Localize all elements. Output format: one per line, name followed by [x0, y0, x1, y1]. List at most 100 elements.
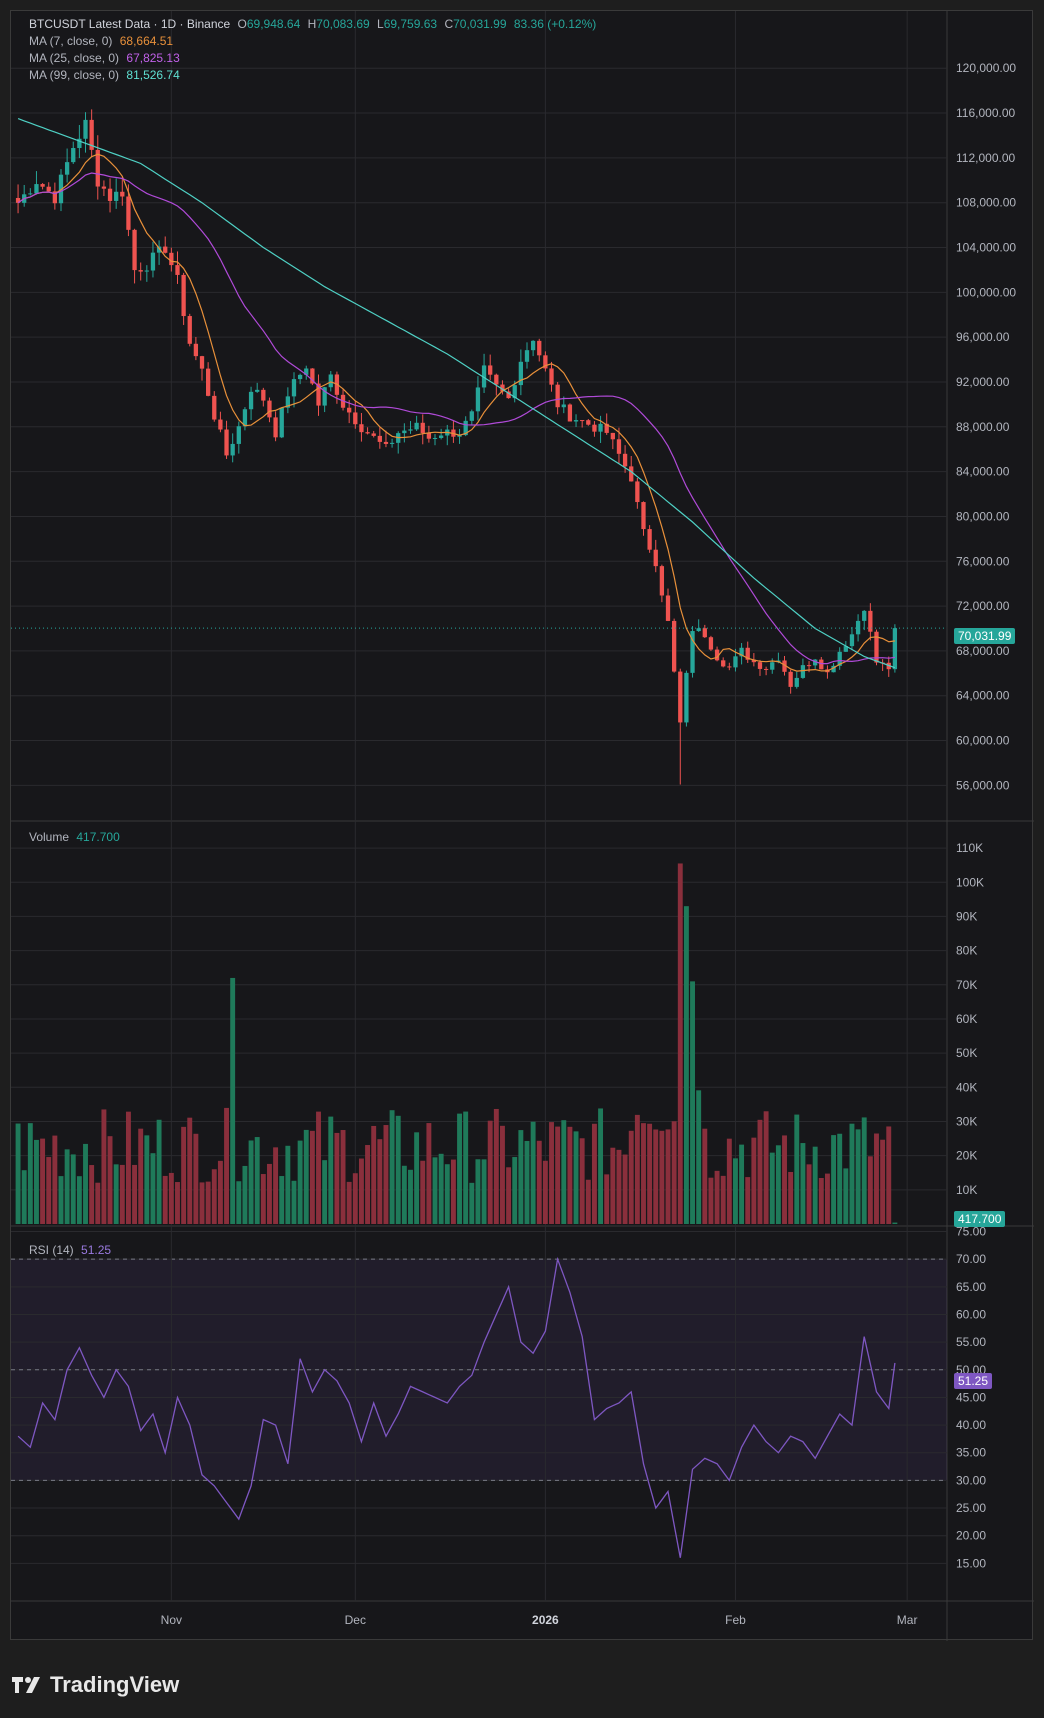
- time-tick-label: Dec: [345, 1613, 366, 1627]
- volume-bar: [156, 1119, 162, 1224]
- volume-bar: [426, 1123, 432, 1224]
- volume-bar: [892, 1222, 898, 1224]
- volume-bar: [450, 1159, 456, 1224]
- price-tick-label: 92,000.00: [956, 375, 1010, 389]
- candle-body: [89, 119, 94, 150]
- ohlc-legend: BTCUSDT Latest Data · 1D · Binance O69,9…: [29, 17, 600, 31]
- candle-body: [702, 628, 707, 638]
- price-tick-label: 64,000.00: [956, 689, 1010, 703]
- candle-body: [653, 549, 658, 567]
- volume-bar: [119, 1164, 125, 1224]
- candle-body: [199, 356, 205, 369]
- chart-svg[interactable]: 120,000.00 116,000.00 112,000.00 108,000.00…: [11, 11, 1034, 1641]
- volume-bar: [187, 1117, 193, 1224]
- volume-bar: [745, 1177, 751, 1224]
- footer-brand[interactable]: TradingView: [12, 1672, 179, 1698]
- volume-bar: [303, 1129, 309, 1224]
- volume-bar: [76, 1176, 82, 1224]
- close-value: 70,031.99: [453, 17, 507, 31]
- candle-body: [616, 439, 622, 454]
- volume-bar: [610, 1147, 616, 1224]
- volume-bar: [579, 1138, 585, 1224]
- candle-body: [71, 148, 76, 163]
- candle-body: [610, 432, 615, 440]
- candle-body: [432, 437, 438, 439]
- volume-bar: [254, 1137, 260, 1224]
- volume-bar: [193, 1133, 199, 1224]
- candle-body: [40, 184, 45, 187]
- time-tick-label: Mar: [897, 1613, 918, 1627]
- change-value: 83.36 (+0.12%): [513, 17, 597, 31]
- candle-body: [622, 453, 628, 467]
- volume-bar: [168, 1172, 174, 1224]
- volume-bar: [696, 1090, 702, 1224]
- candle-body: [95, 149, 100, 187]
- rsi-tick-label: 25.00: [956, 1501, 986, 1515]
- candle-body: [52, 191, 58, 204]
- rsi-value: 51.25: [81, 1243, 112, 1257]
- candle-body: [107, 188, 113, 201]
- ma25-value: 67,825.13: [126, 51, 180, 65]
- volume-bar: [837, 1133, 843, 1224]
- candle-body: [187, 316, 192, 344]
- candle-body: [813, 659, 818, 666]
- volume-bar: [739, 1144, 745, 1224]
- volume-bar: [775, 1145, 781, 1224]
- candle-body: [383, 441, 389, 444]
- price-tick-label: 104,000.00: [956, 241, 1016, 255]
- candle-body: [806, 665, 812, 667]
- volume-bar: [365, 1145, 371, 1224]
- time-tick-label: Nov: [161, 1613, 182, 1627]
- volume-bar: [506, 1167, 512, 1224]
- volume-bar: [438, 1153, 444, 1224]
- candle-body: [573, 420, 579, 422]
- volume-bar: [683, 906, 689, 1224]
- price-tick-label: 60,000.00: [956, 734, 1010, 748]
- volume-bar: [70, 1154, 76, 1224]
- rsi-tick-label: 70.00: [956, 1252, 986, 1266]
- candle-body: [83, 119, 88, 139]
- volume-bar: [340, 1130, 346, 1224]
- rsi-legend: RSI (14) 51.25: [29, 1243, 115, 1257]
- volume-bar: [52, 1135, 58, 1224]
- candle-body: [34, 184, 39, 194]
- high-label: H: [307, 17, 317, 31]
- rsi-tick-label: 35.00: [956, 1446, 986, 1460]
- candle-body: [297, 374, 303, 380]
- candle-body: [365, 432, 370, 434]
- candle-body: [488, 365, 493, 375]
- candle-body: [402, 430, 407, 434]
- volume-bar: [622, 1154, 628, 1224]
- ma99-legend: MA (99, close, 0) 81,526.74: [29, 68, 184, 82]
- volume-bar: [346, 1181, 352, 1224]
- volume-bar: [291, 1180, 297, 1224]
- candle-body: [120, 191, 125, 197]
- volume-bar: [408, 1169, 413, 1224]
- volume-bar: [677, 863, 683, 1224]
- volume-bar: [831, 1135, 837, 1224]
- candle-body: [641, 502, 646, 530]
- volume-bar: [273, 1147, 279, 1224]
- candle-body: [469, 411, 474, 421]
- volume-tick-label: 110K: [956, 841, 983, 855]
- volume-group: [15, 863, 898, 1224]
- candle-body: [745, 647, 750, 660]
- candle-body: [494, 374, 499, 385]
- candle-body: [353, 412, 358, 425]
- candle-body: [138, 270, 143, 272]
- candle-body: [782, 660, 787, 672]
- volume-bar: [27, 1123, 33, 1224]
- volume-bar: [843, 1168, 849, 1224]
- volume-bar: [524, 1140, 530, 1224]
- open-label: O: [237, 17, 247, 31]
- volume-bar: [248, 1140, 254, 1224]
- candle-body: [874, 631, 879, 663]
- volume-bar: [769, 1152, 775, 1224]
- volume-tick-label: 90K: [956, 909, 977, 923]
- candle-body: [500, 384, 505, 392]
- candles-group: [15, 109, 898, 785]
- price-tick-label: 120,000.00: [956, 61, 1016, 75]
- volume-bar: [659, 1130, 665, 1224]
- volume-bar: [150, 1153, 156, 1224]
- volume-bar: [690, 981, 695, 1224]
